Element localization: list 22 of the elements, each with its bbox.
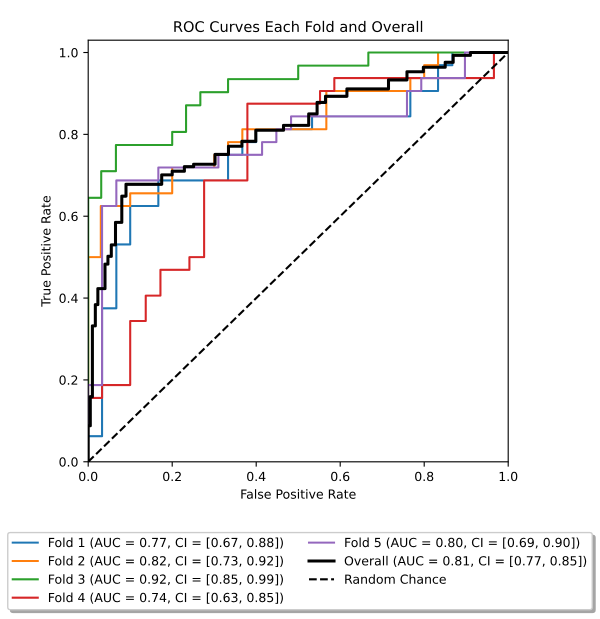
y-tick-label: 0.0: [59, 457, 78, 467]
legend-label: Fold 1 (AUC = 0.77, CI = [0.67, 0.88]): [48, 538, 283, 549]
x-axis-title: False Positive Rate: [241, 489, 356, 499]
y-tick-label: 1.0: [60, 48, 78, 58]
x-tick-label: 0.8: [415, 472, 434, 482]
y-tick-label: 0.6: [59, 212, 78, 222]
legend-label: Random Chance: [345, 574, 446, 584]
legend-label: Overall (AUC = 0.81, CI = [0.77, 0.85]): [344, 556, 586, 568]
legend-label: Fold 3 (AUC = 0.92, CI = [0.85, 0.99]): [48, 574, 283, 586]
y-tick-label: 0.8: [59, 130, 78, 140]
legend-label: Fold 5 (AUC = 0.80, CI = [0.69, 0.90]): [345, 538, 580, 549]
x-tick-label: 0.2: [163, 472, 181, 482]
x-tick-label: 1.0: [500, 472, 518, 482]
chart-title: ROC Curves Each Fold and Overall: [174, 20, 422, 32]
y-tick-label: 0.2: [59, 375, 78, 385]
x-tick-label: 0.4: [247, 472, 266, 482]
x-tick-label: 0.6: [331, 472, 350, 482]
legend-label: Fold 4 (AUC = 0.74, CI = [0.63, 0.85]): [48, 592, 283, 604]
y-axis-title: True Positive Rate: [40, 196, 51, 307]
y-tick-label: 0.4: [59, 294, 78, 303]
legend-label: Fold 2 (AUC = 0.82, CI = [0.73, 0.92]): [48, 556, 283, 568]
x-tick-label: 0.0: [79, 472, 98, 482]
